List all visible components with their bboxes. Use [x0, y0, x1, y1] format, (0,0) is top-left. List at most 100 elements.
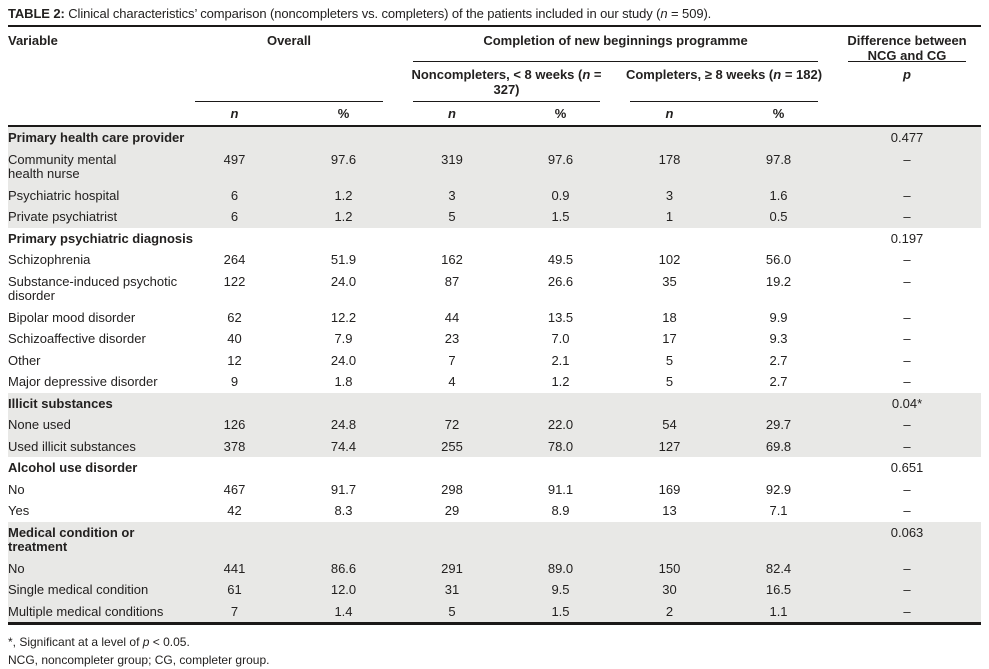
value-cell: 298: [441, 481, 463, 497]
data-row: No 467 91.7 298 91.1 169 92.9 –: [8, 479, 981, 501]
col-pct-completers: %: [724, 105, 834, 127]
value-cell: [506, 522, 615, 558]
value-cell: 78.0: [547, 438, 574, 454]
data-row: Schizoaffective disorder 40 7.9 23 7.0 17 9.3 –: [8, 328, 981, 350]
value-cell: 26.6: [547, 273, 574, 289]
table-title-text: Clinical characteristics’ comparison (no…: [64, 6, 661, 21]
data-row: Schizophrenia 264 51.9 162 49.5 102 56.0 –: [8, 249, 981, 271]
p-value-cell: 0.651: [890, 460, 924, 475]
footnote-abbreviations: NCG, noncompleter group; CG, completer g…: [8, 653, 270, 667]
p-value-cell: –: [903, 503, 911, 518]
variable-cell: Other: [8, 352, 41, 368]
value-cell: 7: [448, 352, 456, 368]
value-cell: 40: [227, 331, 242, 346]
col-pct-noncompleters: %: [506, 105, 615, 127]
value-cell: 1.8: [334, 374, 353, 389]
p-value-cell: 0.04*: [891, 395, 923, 411]
p-value-cell: –: [903, 352, 911, 368]
value-cell: 54: [662, 417, 677, 432]
value-cell: [506, 393, 615, 415]
value-cell: [289, 228, 398, 250]
data-row: No 441 86.6 291 89.0 150 82.4 –: [8, 557, 982, 579]
value-cell: 44: [444, 309, 460, 325]
value-cell: 97.6: [330, 151, 357, 167]
value-cell: [724, 126, 833, 149]
value-cell: 9.9: [769, 309, 788, 325]
p-value-cell: –: [903, 209, 911, 224]
table-title: TABLE 2: Clinical characteristics’ compa…: [8, 3, 981, 27]
value-cell: 1.5: [551, 209, 570, 224]
value-cell: [289, 126, 398, 149]
value-cell: 6: [230, 187, 239, 203]
value-cell: 2.1: [551, 352, 570, 368]
value-cell: 8.3: [334, 503, 353, 518]
footnote-significance: *, Significant at a level of p < 0.05.: [8, 634, 981, 651]
value-cell: 7.9: [334, 331, 353, 346]
value-cell: 9: [230, 374, 239, 389]
p-value-cell: –: [903, 374, 911, 389]
value-cell: [724, 393, 833, 415]
value-cell: 291: [441, 560, 463, 576]
value-cell: [289, 393, 398, 415]
value-cell: 8.9: [551, 503, 570, 518]
col-completion-group: Completion of new beginnings programme: [398, 27, 833, 65]
value-cell: 441: [223, 560, 246, 576]
data-row: Psychiatric hospital 6 1.2 3 0.9 3 1.6 –: [8, 184, 982, 206]
value-cell: 5: [665, 374, 674, 389]
value-cell: [615, 228, 724, 250]
value-cell: 1.4: [334, 603, 353, 619]
value-cell: 1.6: [769, 187, 788, 203]
variable-cell: Psychiatric hospital: [8, 187, 120, 203]
value-cell: [506, 457, 615, 479]
value-cell: 0.9: [551, 187, 570, 203]
footnote-significance-text: *, Significant at a level of: [8, 635, 143, 649]
value-cell: 61: [227, 582, 242, 597]
value-cell: 30: [662, 582, 677, 597]
value-cell: 4: [448, 374, 456, 389]
value-cell: 51.9: [330, 252, 357, 267]
value-cell: 23: [444, 331, 460, 346]
value-cell: 91.1: [547, 481, 574, 497]
value-cell: 3: [665, 187, 674, 203]
variable-cell: Primary psychiatric diagnosis: [8, 230, 193, 246]
value-cell: [724, 228, 833, 250]
table-header: Variable Overall Completion of new begin…: [8, 27, 982, 127]
table-title-n: n: [660, 6, 668, 21]
value-cell: 29.7: [765, 417, 792, 432]
value-cell: 127: [658, 438, 681, 454]
footnotes: *, Significant at a level of p < 0.05. N…: [8, 634, 981, 669]
value-cell: [506, 228, 615, 250]
value-cell: 24.0: [330, 273, 357, 289]
value-cell: 42: [227, 503, 242, 518]
value-cell: [615, 393, 724, 415]
table-title-suffix: = 509).: [667, 6, 712, 21]
variable-cell: Single medical condition: [8, 582, 149, 597]
value-cell: 122: [223, 273, 246, 289]
value-cell: 3: [448, 187, 456, 203]
value-cell: 12.0: [330, 582, 357, 597]
p-value-cell: –: [903, 252, 911, 267]
noncompleters-label: Noncompleters, < 8 weeks (: [411, 67, 583, 82]
value-cell: 13: [662, 503, 677, 518]
variable-cell: No: [8, 560, 25, 576]
value-cell: 264: [223, 252, 246, 267]
value-cell: [180, 457, 289, 479]
value-cell: 467: [223, 481, 246, 497]
value-cell: 378: [223, 438, 246, 454]
data-row: None used 126 24.8 72 22.0 54 29.7 –: [8, 414, 982, 436]
value-cell: 5: [448, 603, 456, 619]
value-cell: 1.5: [551, 603, 570, 619]
value-cell: [506, 126, 615, 149]
col-pct-overall: %: [289, 105, 398, 127]
value-cell: 35: [662, 273, 677, 289]
completers-n: n: [773, 67, 782, 82]
value-cell: [289, 457, 398, 479]
data-row: Single medical condition 61 12.0 31 9.5 30 16.…: [8, 579, 982, 601]
value-cell: 13.5: [547, 309, 574, 325]
value-cell: [398, 457, 506, 479]
noncompleters-n: n: [582, 67, 591, 82]
value-cell: 1.2: [334, 209, 353, 224]
value-cell: 17: [662, 331, 677, 346]
value-cell: [180, 126, 289, 149]
